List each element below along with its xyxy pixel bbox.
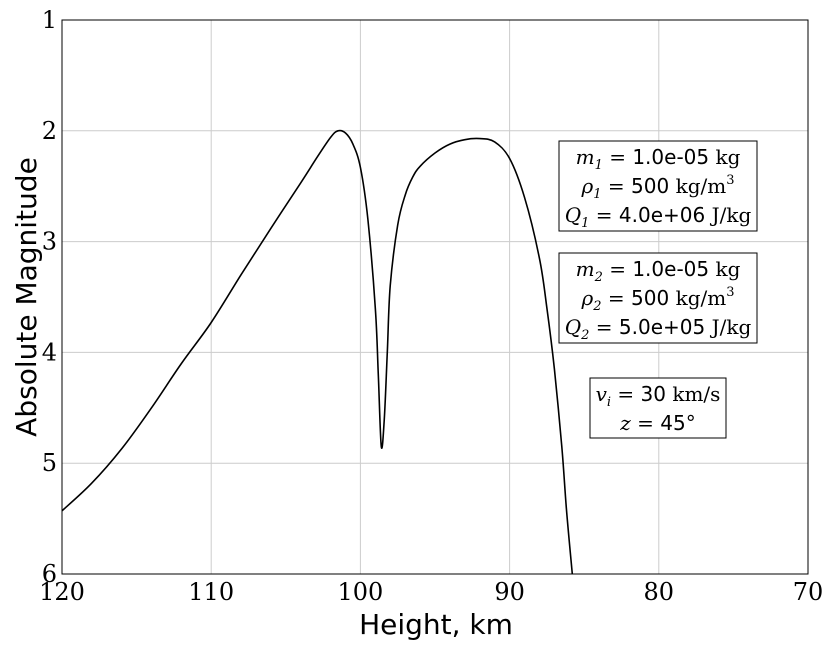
annotation-superscript: 3 [726,285,734,300]
annotation-operator: = [602,286,631,310]
annotation-value: 30 [641,382,666,406]
annotation-unit: kg [709,145,740,169]
annotation-operator: = [611,382,640,406]
x-tick-label: 100 [337,578,383,606]
annotation-superscript: 3 [726,173,734,188]
annotation-value: 500 [631,174,669,198]
annotation-unit: kg/m [669,286,726,310]
annotation-line: z = 45° [619,411,695,435]
x-tick-labels: 120 110 100 90 80 70 [39,578,823,606]
x-tick-label: 70 [793,578,824,606]
annotation-value: 45° [660,411,695,435]
annotation-operator: = [589,203,618,227]
annotation-value: 5.0e+05 [619,315,705,339]
annotation-operator: = [602,174,631,198]
annotation-operator: = [603,145,632,169]
annotation-symbol: Q [565,203,581,227]
annotation-unit: J/kg [705,203,751,227]
annotation-line: ρ1 = 500 kg/m3 [581,173,735,202]
annotation-symbol: ρ [581,286,594,310]
annotation-symbol: v [596,382,608,406]
annotation-line: vi = 30 km/s [596,382,721,410]
annotation-box: vi = 30 km/sz = 45° [589,377,727,439]
annotation-subscript: 2 [594,270,603,285]
x-tick-label: 120 [39,578,85,606]
annotation-line: Q2 = 5.0e+05 J/kg [565,315,752,343]
y-tick-labels: 1 2 3 4 5 6 [42,6,57,588]
x-axis-label: Height, km [359,608,513,641]
x-tick-label: 110 [188,578,234,606]
annotation-line: m2 = 1.0e-05 kg [576,257,741,285]
series-layer [61,129,574,575]
annotation-symbol: m [576,257,595,281]
y-tick-label: 3 [42,228,57,256]
annotation-value: 1.0e-05 [632,257,709,281]
x-tick-label: 80 [644,578,675,606]
y-tick-label: 6 [42,560,57,588]
y-tick-label: 5 [42,449,57,477]
annotation-frame [558,252,758,344]
annotation-value: 1.0e-05 [632,145,709,169]
annotation-subscript: 1 [595,158,603,173]
annotation-frame [558,140,758,232]
annotation-subscript: 2 [580,328,589,343]
annotation-value: 4.0e+06 [619,203,705,227]
annotation-unit: J/kg [705,315,751,339]
annotation-unit: kg [709,257,740,281]
x-tick-label: 90 [494,578,525,606]
annotation-symbol: ρ [581,174,594,198]
y-axis-label: Absolute Magnitude [10,157,43,437]
annotation-operator: = [603,257,632,281]
y-tick-label: 4 [42,338,57,366]
annotation-unit: kg/m [669,174,726,198]
annotation-frame [589,377,727,439]
annotation-symbol: m [576,145,595,169]
annotation-subscript: 1 [581,216,589,231]
annotation-subscript: 1 [593,187,601,202]
annotation-symbol: z [619,411,631,435]
annotation-value: 500 [631,286,669,310]
annotation-subscript: i [607,395,611,410]
plot-frame [61,19,809,575]
annotation-line: ρ2 = 500 kg/m3 [581,285,735,314]
annotation-line: m1 = 1.0e-05 kg [576,145,741,173]
y-tick-label: 2 [42,117,57,145]
annotation-subscript: 2 [592,299,601,314]
y-tick-label: 1 [42,6,57,34]
annotation-line: Q1 = 4.0e+06 J/kg [565,203,752,231]
annotation-operator: = [631,411,660,435]
annotation-unit: km/s [666,382,720,406]
annotation-symbol: Q [565,315,581,339]
annotation-operator: = [589,315,618,339]
series-line [61,129,574,575]
